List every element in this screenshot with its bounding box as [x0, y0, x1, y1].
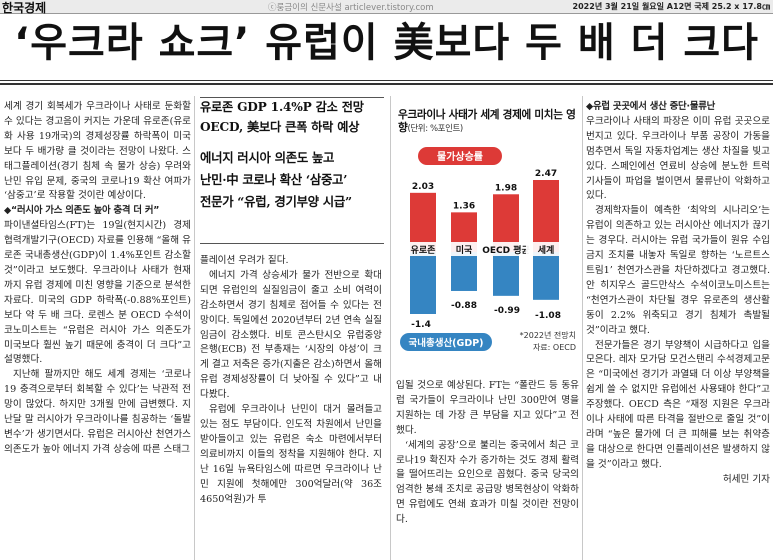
- paragraph: 전문가들은 경기 부양책이 시급하다고 입을 모은다. 레자 모가담 모건스탠리…: [586, 339, 770, 470]
- column-divider: [194, 96, 195, 560]
- paragraph: 입될 것으로 예상된다. FT는 “폴란드 등 동유럽 국가들이 우크라이나 난…: [396, 380, 579, 436]
- paragraph: 우크라이나 사태의 파장은 이미 유럽 곳곳으로 번지고 있다. 우크라이나 부…: [586, 115, 770, 202]
- bar-inflation: [533, 180, 559, 252]
- bar-gdp: [410, 252, 436, 314]
- article-column-3: 입될 것으로 예상된다. FT는 “폴란드 등 동유럽 국가들이 우크라이나 난…: [396, 379, 579, 528]
- column-divider: [582, 96, 583, 560]
- headline-rule-thick: [0, 83, 773, 85]
- category-label-bg: [444, 242, 484, 256]
- bar-gdp: [493, 252, 519, 296]
- legend-label-inflation: 물가상승률: [437, 150, 483, 163]
- bar-chart: 물가상승률 2.03 1.36 1.98 2.47 유로존 미국 OECD 평균 세계 -1.4 -…: [400, 147, 576, 352]
- article-column-1: 세계 경기 회복세가 우크라이나 사태로 둔화할 수 있다는 경고음이 커지는 …: [4, 100, 191, 458]
- subhead-line-5: 전문가 “유럽, 경기부양 시급”: [200, 194, 352, 209]
- category-label: OECD 평균: [482, 244, 530, 256]
- subhead-line-1: 유로존 GDP 1.4%P 감소 전망: [200, 100, 364, 114]
- article-column-2: 플레이션 우려가 짙다. 에너지 가격 상승세가 물가 전반으로 확대되면 유럽…: [200, 254, 382, 507]
- category-label-bg: [403, 242, 443, 256]
- newspaper-header-bar: 한국경제 ⓒ룽금이의 신문사설 articlever.tistory.com 2…: [0, 0, 773, 15]
- newspaper-name: 한국경제: [2, 1, 47, 15]
- subhead-line-3: 에너지 러시아 의존도 높고: [200, 150, 335, 165]
- paragraph: 경제학자들이 예측한 ‘최악의 시나리오’는 유럽이 의존하고 있는 러시아산 …: [586, 205, 770, 336]
- subhead-rule-bottom: [200, 243, 384, 244]
- subhead-rule-top: [200, 97, 384, 98]
- chart-note: *2022년 전망치: [520, 330, 576, 340]
- category-label-bg: [486, 242, 526, 256]
- data-label-inflation: 1.98: [495, 183, 517, 193]
- headline: ‘우크라 쇼크’ 유럽이 美보다 두 배 더 크다: [14, 20, 759, 66]
- column-divider: [390, 96, 391, 560]
- section-subheading: ◆“러시아 가스 의존도 높아 충격 더 커”: [4, 205, 160, 217]
- chart-source: 자료: OECD: [533, 343, 576, 352]
- bar-gdp: [451, 252, 477, 291]
- data-label-inflation: 2.03: [412, 182, 434, 192]
- chart-unit: (단위: %포인트): [407, 124, 463, 134]
- paragraph: 에너지 가격 상승세가 물가 전반으로 확대되면 유럽인의 실질임금이 줄고 소…: [200, 269, 382, 401]
- chart-title: 우크라이나 사태가 세계 경제에 미치는 영향(단위: %포인트): [398, 109, 582, 136]
- headline-rule: [0, 80, 773, 81]
- paragraph: 지난해 팔까지만 해도 세계 경제는 ‘코로나19 충격으로부터 회복할 수 있…: [4, 369, 191, 455]
- data-label-gdp: -0.99: [494, 306, 520, 316]
- section-subheading: ◆유럽 곳곳에서 생산 중단·물류난: [586, 101, 716, 112]
- subhead-line-2: OECD, 美보다 큰폭 하락 예상: [200, 120, 360, 134]
- category-label-bg: [526, 242, 566, 256]
- bar-gdp: [533, 252, 559, 300]
- subhead-line-4: 난민·中 코로나 확산 ‘삼중고’: [200, 172, 348, 187]
- subhead-block: 유로존 GDP 1.4%P 감소 전망 OECD, 美보다 큰폭 하락 예상 에…: [200, 97, 384, 213]
- data-label-gdp: -1.4: [411, 320, 431, 330]
- chart-title-text: 우크라이나 사태가 세계 경제에 미치는 영향: [398, 109, 576, 134]
- category-label: 미국: [456, 244, 473, 256]
- data-label-inflation: 2.47: [535, 169, 557, 179]
- source-watermark: ⓒ룽금이의 신문사설 articlever.tistory.com: [268, 3, 434, 13]
- legend-pill-inflation: [418, 147, 502, 165]
- category-label: 세계: [538, 244, 555, 256]
- data-label-gdp: -0.88: [451, 301, 477, 311]
- category-label: 유로존: [411, 245, 436, 256]
- legend-pill-gdp: [400, 333, 492, 351]
- paragraph: ‘세계의 공장’으로 불리는 중국에서 최근 코로나19 확진자 수가 증가하는…: [396, 439, 579, 526]
- legend-label-gdp: 국내총생산(GDP): [408, 337, 483, 349]
- paragraph: 세계 경기 회복세가 우크라이나 사태로 둔화할 수 있다는 경고음이 커지는 …: [4, 101, 191, 202]
- paragraph: 파이낸셜타임스(FT)는 19일(현지시간) 경제협력개발기구(OECD) 자료…: [4, 220, 191, 366]
- issue-info: 2022년 3월 21일 월요일 A12면 국제 25.2 x 17.8㎝: [572, 2, 770, 11]
- paragraph: 유럽에 우크라이나 난민이 대거 몰려들고 있는 점도 부담이다. 인도적 차원…: [200, 404, 382, 505]
- byline: 허세민 기자: [722, 473, 770, 485]
- article-column-4: ◆유럽 곳곳에서 생산 중단·물류난 우크라이나 사태의 파장은 이미 유럽 곳…: [586, 100, 770, 488]
- paragraph: 플레이션 우려가 짙다.: [200, 255, 289, 266]
- data-label-gdp: -1.08: [535, 311, 561, 321]
- data-label-inflation: 1.36: [453, 201, 475, 211]
